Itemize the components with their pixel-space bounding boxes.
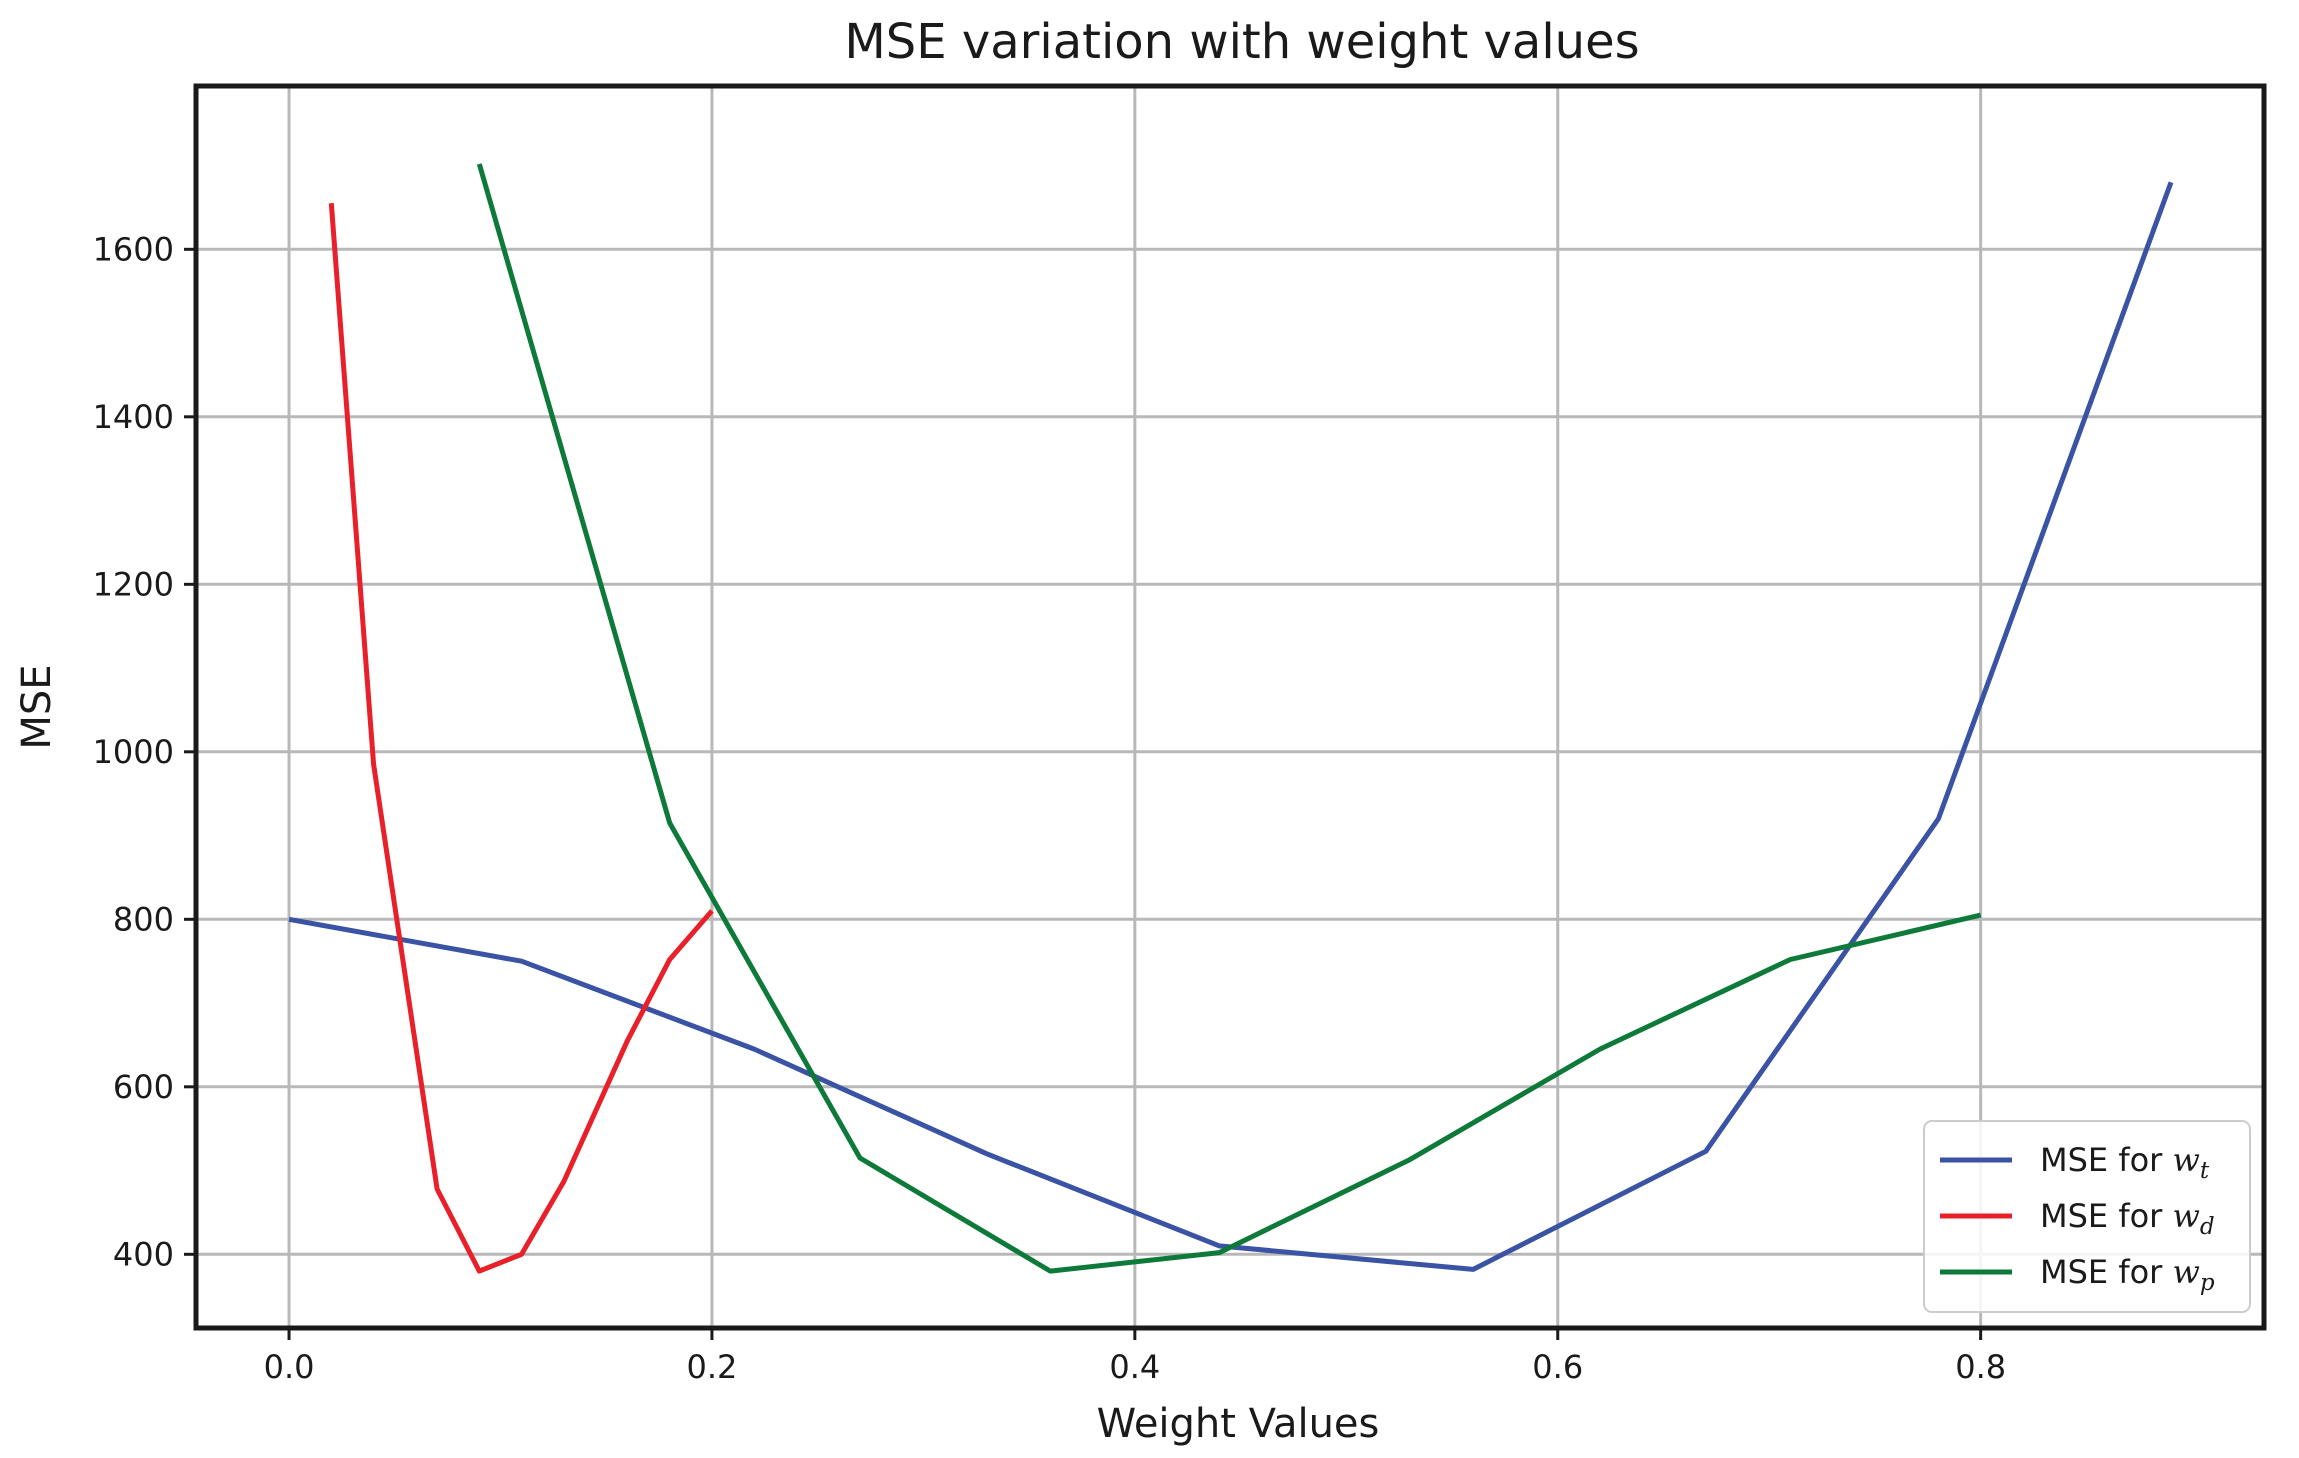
y-tick-label: 400	[113, 1235, 174, 1273]
x-tick-label: 0.2	[686, 1348, 737, 1386]
y-tick-label: 800	[113, 900, 174, 938]
y-axis-label: MSE	[14, 664, 60, 749]
series-line-p	[476, 163, 1982, 1274]
plot-frame	[193, 83, 2267, 1331]
legend-subscript: d	[2200, 1214, 2215, 1240]
legend-prefix: MSE for	[2040, 1141, 2172, 1179]
chart-title: MSE variation with weight values	[844, 14, 1639, 70]
x-axis-label: Weight Values	[1097, 1401, 1380, 1447]
y-tick-label: 1200	[93, 565, 174, 603]
series-line-d	[328, 203, 714, 1274]
legend-label-d: MSE for wd	[2040, 1197, 2215, 1240]
legend-box	[1923, 1120, 2251, 1313]
legend-prefix: MSE for	[2040, 1197, 2172, 1235]
x-tick-label: 0.0	[264, 1348, 315, 1386]
legend-prefix: MSE for	[2040, 1253, 2172, 1291]
y-tick-label: 1600	[93, 230, 174, 268]
legend-variable: w	[2172, 1197, 2199, 1235]
x-tick-label: 0.6	[1532, 1348, 1583, 1386]
x-tick-label: 0.4	[1109, 1348, 1160, 1386]
series-lines	[288, 163, 2174, 1274]
legend-variable: w	[2172, 1253, 2199, 1291]
legend-label-p: MSE for wp	[2040, 1253, 2215, 1296]
axis-ticks: 0.0 0.2 0.4 0.6 0.8 400 600 800 1000 1200 1400 1600	[93, 230, 2007, 1386]
y-tick-label: 1000	[93, 733, 174, 771]
y-tick-label: 1400	[93, 398, 174, 436]
legend-subscript: p	[2200, 1270, 2215, 1296]
y-tick-label: 600	[113, 1068, 174, 1106]
legend-label-t: MSE for wt	[2040, 1141, 2210, 1184]
x-tick-label: 0.8	[1955, 1348, 2006, 1386]
series-line-t	[288, 181, 2174, 1272]
legend-subscript: t	[2200, 1158, 2210, 1184]
legend-variable: w	[2172, 1141, 2199, 1179]
